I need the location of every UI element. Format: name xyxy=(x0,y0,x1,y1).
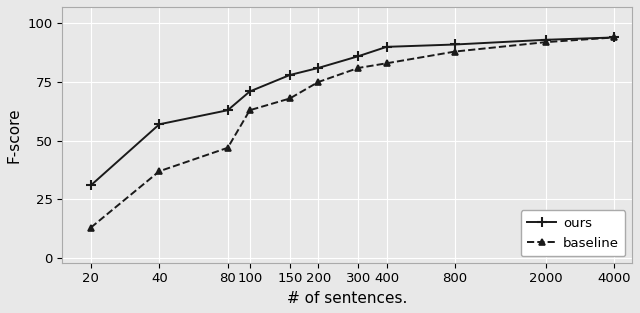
Line: baseline: baseline xyxy=(88,34,618,231)
baseline xyxy=(451,50,459,54)
baseline xyxy=(355,66,362,70)
ours xyxy=(286,73,294,77)
X-axis label: # of sentences.: # of sentences. xyxy=(287,291,408,306)
ours xyxy=(355,54,362,58)
Line: ours: ours xyxy=(86,33,619,190)
baseline xyxy=(246,108,253,112)
ours xyxy=(224,108,232,112)
baseline xyxy=(87,226,95,229)
baseline xyxy=(156,169,163,173)
Legend: ours, baseline: ours, baseline xyxy=(520,210,625,256)
ours xyxy=(541,38,549,42)
ours xyxy=(451,43,459,46)
baseline xyxy=(610,36,618,39)
ours xyxy=(87,183,95,187)
ours xyxy=(246,90,253,93)
ours xyxy=(610,36,618,39)
baseline xyxy=(541,40,549,44)
baseline xyxy=(286,97,294,100)
ours xyxy=(314,66,322,70)
Y-axis label: F-score: F-score xyxy=(7,107,22,163)
baseline xyxy=(383,61,390,65)
baseline xyxy=(314,80,322,84)
baseline xyxy=(224,146,232,150)
ours xyxy=(383,45,390,49)
ours xyxy=(156,122,163,126)
